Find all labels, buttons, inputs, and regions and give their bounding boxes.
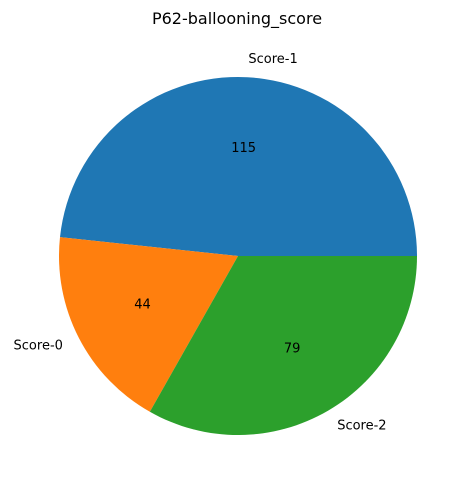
- slice-value-score-1: 115: [231, 141, 256, 156]
- pie-slices: [59, 77, 417, 435]
- pie-slice-score-2: [149, 256, 417, 435]
- pie-labels: Score-1 115 Score-0 44 Score-2 79: [14, 52, 387, 434]
- slice-value-score-2: 79: [284, 341, 301, 356]
- pie-slice-score-1: [59, 77, 417, 256]
- slice-label-score-1: Score-1: [248, 52, 297, 67]
- chart-title: P62-ballooning_score: [152, 9, 322, 29]
- slice-label-score-0: Score-0: [14, 339, 63, 354]
- pie-slice-score-0: [59, 237, 239, 412]
- slice-label-score-2: Score-2: [337, 419, 386, 434]
- slice-value-score-0: 44: [134, 298, 151, 313]
